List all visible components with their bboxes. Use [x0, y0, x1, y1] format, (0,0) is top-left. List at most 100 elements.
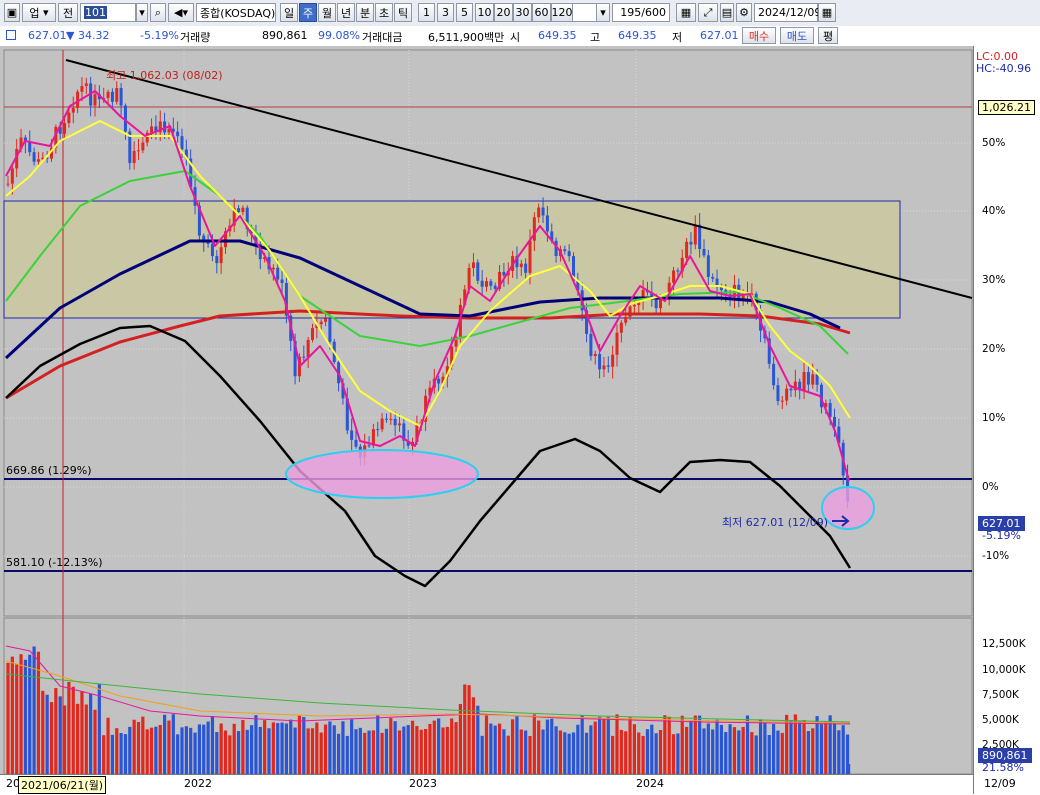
trend-tool-icon[interactable]: ⤢: [698, 3, 718, 22]
grid-settings-icon[interactable]: ▦: [676, 3, 696, 22]
save-icon[interactable]: ▤: [720, 3, 734, 22]
volume-bar: [62, 705, 67, 774]
interval-button-4[interactable]: 20: [494, 3, 513, 22]
candle-body: [180, 136, 184, 150]
period-button-0[interactable]: 일: [280, 3, 298, 22]
candle-body: [672, 270, 676, 283]
volume-ma-mid: [5, 660, 851, 724]
candle-body: [680, 257, 684, 272]
volume-bar: [845, 734, 850, 774]
volume-bar: [367, 730, 371, 774]
period-button-6[interactable]: 틱: [394, 3, 412, 22]
candle-body: [541, 207, 545, 216]
support1-annotation: 669.86 (1.29%): [6, 464, 92, 477]
index-name-field[interactable]: 종합(KOSDAQ): [196, 3, 276, 22]
candle-body: [750, 293, 754, 295]
sell-button[interactable]: 매도: [780, 27, 814, 44]
moving-averages: [4, 90, 852, 588]
period-button-2[interactable]: 월: [318, 3, 336, 22]
candle-body: [819, 384, 823, 408]
interval-button-2[interactable]: 5: [456, 3, 473, 22]
pct-tick-0: 50%: [982, 137, 1006, 149]
volume-bar: [519, 729, 523, 774]
candle-body: [254, 233, 258, 244]
candle-body: [219, 247, 223, 264]
price-axis[interactable]: LC:0.00 HC:-40.96 1,026.21 50% 40% 30% 20% 1…: [973, 46, 1040, 794]
calendar-icon[interactable]: ▦: [818, 3, 836, 22]
candle-body: [324, 318, 328, 322]
search-icon[interactable]: ⌕: [150, 3, 166, 22]
volume-bar: [410, 720, 415, 774]
candle-body: [833, 416, 836, 427]
candle-body: [398, 423, 401, 426]
volume-bar: [254, 715, 258, 774]
price-chart[interactable]: 최고 1,062.03 (08/02) 최저 627.01 (12/09) 66…: [0, 46, 1040, 795]
ma120-line: [4, 239, 841, 360]
volume-bar: [785, 714, 789, 774]
candle-body: [150, 126, 154, 133]
interval-button-6[interactable]: 60: [532, 3, 551, 22]
x-label-2024: 2024: [636, 777, 664, 790]
candle-body: [598, 353, 602, 370]
period-button-3[interactable]: 년: [337, 3, 355, 22]
sound-icon[interactable]: ◀▾: [168, 3, 194, 22]
volume-bar: [236, 731, 241, 774]
current-pct-label: -5.19%: [982, 529, 1021, 542]
date-axis[interactable]: [0, 774, 973, 795]
period-button-5[interactable]: 초: [375, 3, 393, 22]
candle-body: [576, 280, 580, 291]
settings-gear-icon[interactable]: ⚙: [736, 3, 752, 22]
volume-bar: [567, 733, 571, 774]
volume-bar: [293, 727, 297, 774]
volume-bar: [602, 719, 606, 774]
code-input[interactable]: 101: [80, 3, 136, 22]
bottom-ellipse-1: [285, 449, 479, 499]
candle-body: [311, 328, 314, 340]
candle-body: [258, 243, 262, 260]
volume-bar: [589, 725, 593, 774]
volume-bar: [149, 727, 154, 774]
candle-body: [450, 346, 454, 367]
date-field[interactable]: 2024/12/09: [754, 3, 821, 22]
candle-body: [572, 256, 575, 281]
volume-bar: [371, 730, 375, 774]
buy-button[interactable]: 매수: [742, 27, 776, 44]
candle-body: [371, 429, 375, 446]
volume-bar: [45, 694, 49, 774]
volume-bar: [493, 725, 497, 774]
volume-bar: [598, 716, 602, 774]
volume-bar: [176, 734, 180, 774]
candle-body: [563, 249, 567, 252]
code-dropdown-icon[interactable]: ▾: [136, 3, 148, 22]
candle-body: [350, 430, 354, 440]
count-field[interactable]: 195/600: [612, 3, 670, 22]
interval-button-5[interactable]: 30: [513, 3, 532, 22]
interval-button-1[interactable]: 3: [437, 3, 454, 22]
interval-dropdown-icon[interactable]: ▾: [596, 3, 610, 22]
interval-button-7[interactable]: 120: [551, 3, 573, 22]
volume-bar: [358, 727, 362, 774]
volume-bar: [6, 662, 10, 774]
volume-bar: [228, 735, 232, 774]
pct-tick-2: 30%: [982, 274, 1006, 286]
volume-bar: [711, 729, 715, 774]
volume-bar: [154, 726, 158, 774]
bottom-ellipse-2: [821, 486, 875, 530]
period-button-1[interactable]: 주: [299, 3, 317, 22]
quote-checkbox[interactable]: [6, 30, 16, 40]
flat-button[interactable]: 평: [818, 27, 838, 44]
volume-bar: [402, 726, 406, 774]
market-sub-button[interactable]: 전: [58, 3, 78, 22]
volume-bar: [363, 732, 367, 774]
interval-button-0[interactable]: 1: [418, 3, 435, 22]
chart-menu-icon[interactable]: ▣: [4, 3, 20, 22]
volume-bar: [437, 718, 441, 774]
period-button-4[interactable]: 분: [356, 3, 374, 22]
volume-bar: [793, 714, 797, 774]
candle-body: [93, 94, 97, 106]
volume-bar: [337, 733, 341, 774]
market-select[interactable]: 업 ▾: [22, 3, 56, 22]
candle-body: [454, 336, 458, 347]
volume-bar: [163, 714, 167, 774]
interval-button-3[interactable]: 10: [475, 3, 494, 22]
